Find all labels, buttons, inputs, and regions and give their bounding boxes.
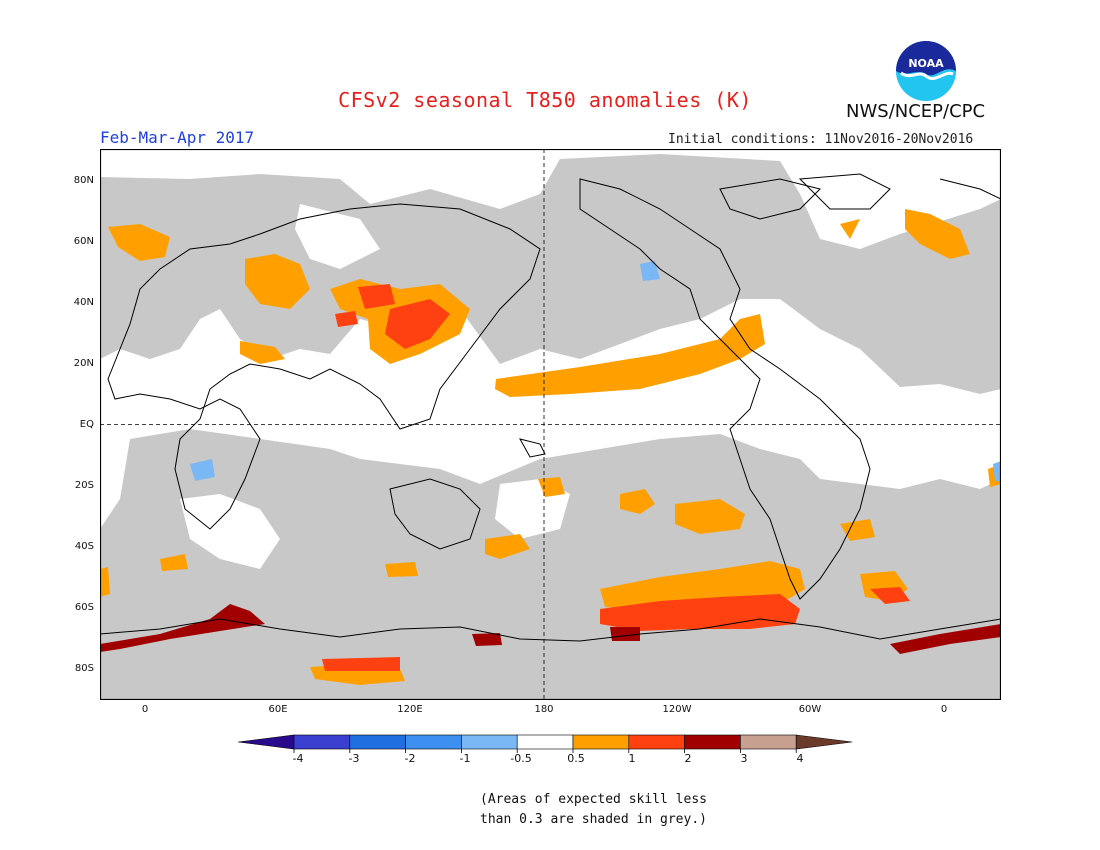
- lon-label: 0: [940, 704, 948, 715]
- lat-label: 40S: [74, 541, 94, 552]
- agency-label: NWS/NCEP/CPC: [846, 101, 986, 122]
- colorbar-cell: [349, 734, 406, 750]
- colorbar-cell: [461, 734, 518, 750]
- low-skill-mask: [100, 154, 1001, 700]
- colorbar-label: -1: [459, 752, 471, 765]
- colorbar-label: 2: [684, 752, 692, 765]
- lat-label: 60N: [73, 236, 94, 247]
- lat-label: 80N: [73, 175, 94, 186]
- colorbar-label: -4: [292, 752, 304, 765]
- coastlines: [100, 173, 1001, 642]
- colorbar-cell: [293, 734, 351, 750]
- initial-conditions: Initial conditions: 11Nov2016-20Nov2016: [668, 132, 974, 147]
- map-frame: [100, 149, 1001, 700]
- colorbar-label: 4: [796, 752, 804, 765]
- lat-label: 60S: [74, 602, 94, 613]
- lat-label: EQ: [79, 419, 94, 430]
- colorbar-label: -3: [348, 752, 360, 765]
- colorbar-label: -0.5: [510, 752, 532, 765]
- colorbar-high-arrow: [795, 734, 853, 750]
- lon-label: 120W: [662, 704, 692, 715]
- logo-text: NOAA: [908, 57, 944, 70]
- anomaly-neg: [190, 261, 1001, 481]
- skill-note-line1: (Areas of expected skill less: [480, 792, 707, 807]
- colorbar-cell: [516, 734, 574, 750]
- colorbar-cell: [405, 734, 462, 750]
- colorbar-cell: [684, 734, 741, 750]
- lon-label: 60W: [798, 704, 822, 715]
- noaa-logo: NOAA: [896, 41, 956, 101]
- skill-note-line2: than 0.3 are shaded in grey.): [480, 812, 707, 827]
- anomaly-map: [100, 149, 1001, 700]
- lon-label: 120E: [397, 704, 423, 715]
- skill-areas: [180, 169, 920, 569]
- anomaly-1-2: [322, 284, 910, 671]
- colorbar-label: 0.5: [567, 752, 585, 765]
- lon-label: 0: [141, 704, 149, 715]
- lat-label: 20S: [74, 480, 94, 491]
- map-title: CFSv2 seasonal T850 anomalies (K): [338, 88, 752, 112]
- lat-label: 80S: [74, 663, 94, 674]
- colorbar-cell: [740, 734, 797, 750]
- colorbar-label: 3: [740, 752, 748, 765]
- forecast-period: Feb-Mar-Apr 2017: [100, 128, 255, 147]
- colorbar: [238, 734, 853, 753]
- anomaly-2-3: [100, 604, 1001, 654]
- colorbar-label: -2: [404, 752, 416, 765]
- lat-label: 40N: [73, 297, 94, 308]
- colorbar-low-arrow: [238, 734, 295, 750]
- lon-label: 180: [534, 704, 554, 715]
- colorbar-cell: [628, 734, 685, 750]
- colorbar-label: 1: [628, 752, 636, 765]
- lon-label: 60E: [268, 704, 288, 715]
- lat-label: 20N: [73, 358, 94, 369]
- colorbar-cell: [572, 734, 630, 750]
